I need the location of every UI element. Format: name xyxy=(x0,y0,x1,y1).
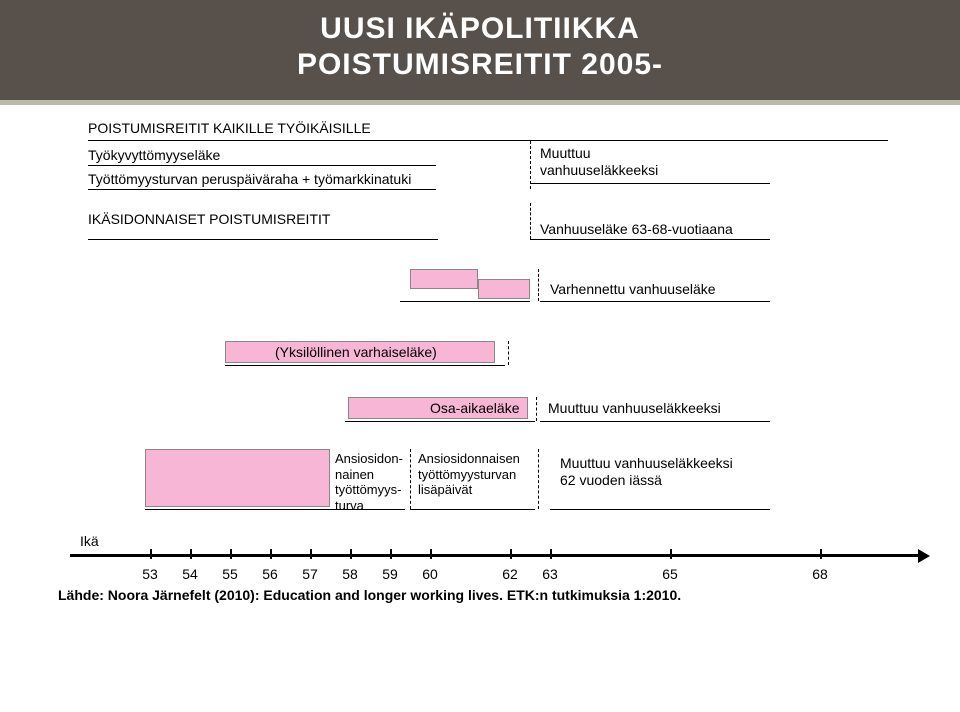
axis-tick xyxy=(510,549,512,559)
title-banner: UUSI IKÄPOLITIIKKA POISTUMISREITIT 2005- xyxy=(0,0,960,100)
subheading-age-bound: IKÄSIDONNAISET POISTUMISREITIT xyxy=(88,211,330,228)
slide-body: POISTUMISREITIT KAIKILLE TYÖIKÄISILLE Ty… xyxy=(0,100,960,611)
row7-col2: Ansiosidonnaisen työttömyysturvan lisäpä… xyxy=(418,451,520,498)
axis-tick xyxy=(150,549,152,559)
axis-tick xyxy=(230,549,232,559)
row6-right-underline xyxy=(540,421,770,422)
footer-source: Lähde: Noora Järnefelt (2010): Education… xyxy=(58,587,681,603)
row7-bar xyxy=(145,449,330,507)
row4-left-underline xyxy=(400,301,530,302)
dash-row7b xyxy=(538,449,539,509)
row2-underline xyxy=(88,189,436,190)
row12-right: Muuttuu vanhuuseläkkeeksi xyxy=(540,145,658,179)
axis-tick-label: 63 xyxy=(542,566,558,582)
axis-tick-label: 59 xyxy=(382,566,398,582)
row5-underline xyxy=(225,365,505,366)
dash-sub2 xyxy=(530,203,531,239)
ika-label: Ikä xyxy=(80,533,99,549)
axis-tick-label: 62 xyxy=(502,566,518,582)
row1-underline xyxy=(88,165,436,166)
axis-tick-label: 54 xyxy=(182,566,198,582)
title-line1: UUSI IKÄPOLITIIKKA xyxy=(0,12,960,46)
dash-row5 xyxy=(508,341,509,365)
row3-right: Vanhuuseläke 63-68-vuotiaana xyxy=(540,221,733,238)
row7-col1: Ansiosidon- nainen työttömyys- turva xyxy=(335,451,403,513)
axis-tick xyxy=(270,549,272,559)
axis-tick-label: 53 xyxy=(142,566,158,582)
axis-tick-label: 65 xyxy=(662,566,678,582)
row12-right-underline xyxy=(530,183,770,184)
row3-left-underline xyxy=(88,239,438,240)
axis-tick xyxy=(550,549,552,559)
axis-tick-label: 60 xyxy=(422,566,438,582)
row1-left: Työkyvyttömyyseläke xyxy=(88,147,220,164)
axis-line xyxy=(70,554,918,557)
row6-left-underline xyxy=(345,421,535,422)
row6-right: Muuttuu vanhuuseläkkeeksi xyxy=(548,400,721,417)
row5-label: (Yksilöllinen varhaiseläke) xyxy=(275,344,437,361)
axis-tick xyxy=(430,549,432,559)
axis-tick xyxy=(820,549,822,559)
row7-underline-1 xyxy=(145,509,405,510)
row7-underline-3 xyxy=(550,509,770,510)
row4-bar-main xyxy=(478,279,530,299)
row4-bar-step xyxy=(410,269,478,289)
axis-tick xyxy=(670,549,672,559)
subheading-all-ages: POISTUMISREITIT KAIKILLE TYÖIKÄISILLE xyxy=(88,120,930,136)
title-line2: POISTUMISREITIT 2005- xyxy=(0,48,960,82)
axis-tick xyxy=(350,549,352,559)
axis-tick-label: 58 xyxy=(342,566,358,582)
dash-row7a xyxy=(410,449,411,509)
axis-tick xyxy=(310,549,312,559)
axis-tick xyxy=(190,549,192,559)
diagram: Työkyvyttömyyseläke Työttömyysturvan per… xyxy=(30,141,930,611)
axis-arrowhead-icon xyxy=(918,549,930,563)
axis-tick-label: 56 xyxy=(262,566,278,582)
row4-right-underline xyxy=(540,301,770,302)
axis-tick-label: 68 xyxy=(812,566,828,582)
row7-right: Muuttuu vanhuuseläkkeeksi 62 vuoden iäss… xyxy=(560,455,733,489)
axis-tick-label: 57 xyxy=(302,566,318,582)
axis-tick-label: 55 xyxy=(222,566,238,582)
dash-row4 xyxy=(538,269,539,301)
row2-left: Työttömyysturvan peruspäiväraha + työmar… xyxy=(88,171,411,188)
row3-right-underline xyxy=(530,239,770,240)
row4-right: Varhennettu vanhuuseläke xyxy=(550,281,716,298)
row7-underline-2 xyxy=(410,509,535,510)
axis-tick xyxy=(390,549,392,559)
row6-left: Osa-aikaeläke xyxy=(430,400,520,417)
dash-row6 xyxy=(536,397,537,421)
dash-upper xyxy=(530,141,531,189)
